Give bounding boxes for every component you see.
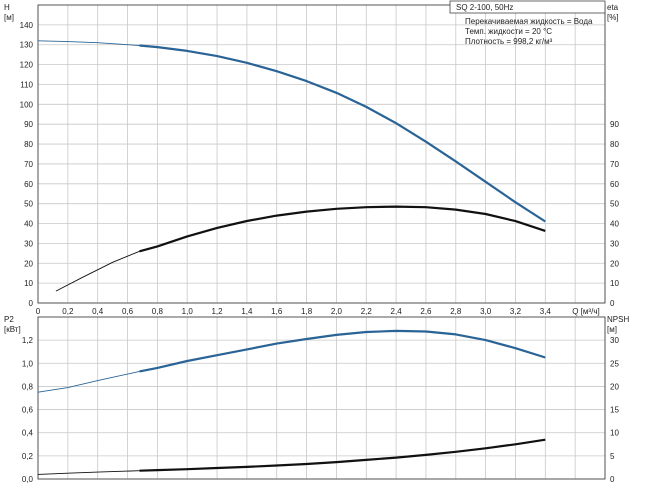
y-tick-label-right: 0 [610,475,615,484]
y-axis-label-left: H [4,3,10,12]
y-tick-label-left: 0,2 [22,452,34,461]
y-tick-label-left: 0,6 [22,406,34,415]
x-axis-label: Q [м³/ч] [572,307,599,316]
y-tick-label-left: 1,0 [22,359,34,368]
y-tick-label-left: 130 [20,41,34,50]
y-axis-unit-right: [%] [607,13,619,22]
y-tick-label-right: 40 [610,220,619,229]
y-tick-label-right: 20 [610,382,619,391]
x-tick-label: 0 [36,307,41,316]
x-tick-label: 2,2 [361,307,373,316]
y-tick-label-right: 50 [610,200,619,209]
y-axis-label-right: eta [607,3,619,12]
y-tick-label-left: 50 [24,200,33,209]
x-tick-label: 2,8 [450,307,462,316]
x-tick-label: 2,0 [331,307,343,316]
x-tick-label: 2,4 [391,307,403,316]
head-efficiency-panel: 0 10 20 30 40 50 60 70 80 90 100 110 120 130 140 0 10 20 3… [4,3,619,316]
y-tick-label-right: 70 [610,160,619,169]
series-line [139,438,546,472]
x-tick-label: 1,0 [182,307,194,316]
x-tick-label: 3,0 [480,307,492,316]
y-tick-label-left: 0 [29,299,34,308]
x-tick-label: 1,2 [211,307,223,316]
y-tick-label-left: 0,0 [22,475,34,484]
x-tick-label: 3,4 [540,307,552,316]
y-tick-label-left: 80 [24,140,33,149]
y-axis-label-left: P2 [4,315,14,324]
series-line [139,44,546,223]
series-line-extension [55,250,140,292]
chart-title-box: SQ 2-100, 50Hz [449,0,606,14]
y-axis-unit-right: [м] [607,325,617,334]
plot-frame [37,4,606,304]
series-line-extension [37,40,140,46]
legend-line: Перекачиваемая жидкость = Вода [465,17,593,26]
legend-line: Плотность = 998,2 кг/м³ [465,37,553,46]
y-tick-label-right: 30 [610,239,619,248]
y-axis-label-right: NPSH [607,315,629,324]
chart-title: SQ 2-100, 50Hz [456,3,513,12]
y-tick-label-right: 5 [610,452,615,461]
plot-frame [37,316,606,480]
y-tick-label-right: 20 [610,259,619,268]
x-tick-label: 0,8 [152,307,164,316]
x-tick-label: 0,4 [92,307,104,316]
y-tick-label-left: 0,4 [22,429,34,438]
y-tick-label-left: 120 [20,61,34,70]
y-tick-label-left: 40 [24,220,33,229]
y-tick-label-left: 60 [24,180,33,189]
series-line-extension [37,470,140,475]
y-tick-label-left: 100 [20,100,34,109]
y-tick-label-left: 0,8 [22,382,34,391]
x-tick-label: 0,2 [62,307,74,316]
y-tick-label-right: 15 [610,406,619,415]
x-tick-label: 0,6 [122,307,134,316]
series-line [139,205,546,253]
y-tick-label-left: 10 [24,279,33,288]
y-tick-label-right: 30 [610,336,619,345]
x-tick-label: 1,6 [271,307,283,316]
series-line-extension [37,370,140,393]
y-tick-label-right: 60 [610,180,619,189]
y-tick-label-left: 140 [20,21,34,30]
legend-line: Темп. жидкости = 20 °C [465,27,552,36]
x-tick-label: 1,8 [301,307,313,316]
legend-block: Перекачиваемая жидкость = Вода Темп. жид… [465,17,593,46]
y-tick-label-left: 90 [24,120,33,129]
series-line [139,329,546,373]
y-tick-label-left: 70 [24,160,33,169]
power-npsh-panel: 0,0 0,2 0,4 0,6 0,8 1,0 1,2 0 5 10 15 20 25 30 P2[кВт]… [4,315,629,484]
y-tick-label-right: 10 [610,279,619,288]
y-tick-label-right: 25 [610,359,619,368]
y-tick-label-right: 90 [610,120,619,129]
y-tick-label-left: 20 [24,259,33,268]
x-tick-label: 1,4 [241,307,253,316]
y-tick-label-left: 110 [20,80,33,89]
y-tick-label-right: 0 [610,299,615,308]
y-axis-unit-left: [кВт] [4,325,21,334]
x-tick-label: 3,2 [510,307,522,316]
y-tick-label-left: 30 [24,239,33,248]
y-tick-label-left: 1,2 [22,336,34,345]
y-tick-label-right: 80 [610,140,619,149]
x-tick-label: 2,6 [420,307,432,316]
y-tick-label-right: 10 [610,429,619,438]
y-axis-unit-left: [м] [4,13,14,22]
